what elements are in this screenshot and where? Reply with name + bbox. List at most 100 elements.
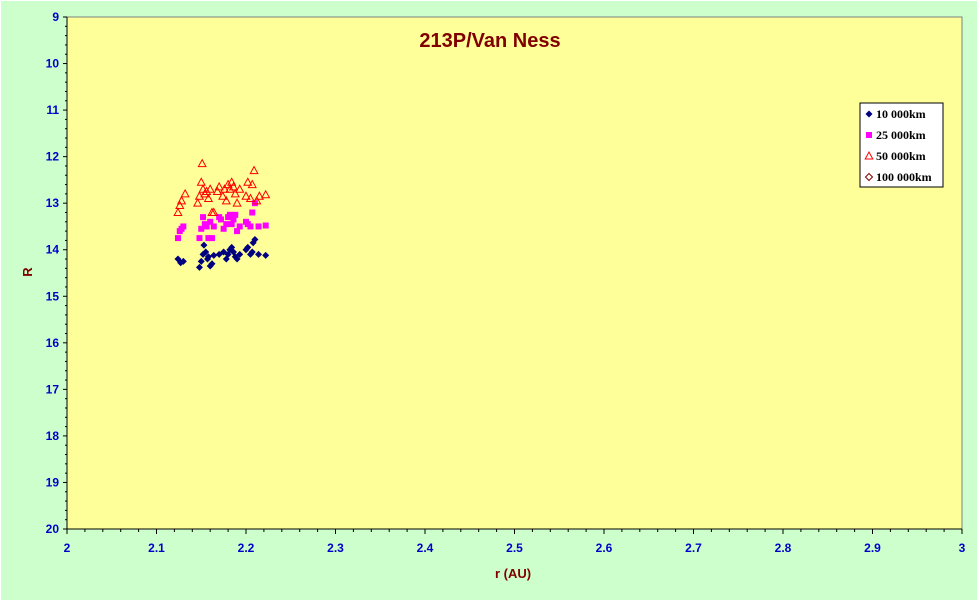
y-tick-label: 18 xyxy=(46,429,60,443)
data-point xyxy=(204,253,212,261)
x-tick-label: 2 xyxy=(64,541,71,555)
data-point xyxy=(219,184,230,193)
data-point xyxy=(241,191,251,200)
data-point xyxy=(232,198,242,207)
x-tick-label: 2.4 xyxy=(417,541,434,555)
y-tick-label: 10 xyxy=(46,57,60,71)
axes: 9 10 11 12 13 14 15 16 17 18 19 20 2 2.1 2.2 2.3 2.4 2.5 2… xyxy=(46,10,966,555)
data-point xyxy=(230,216,237,223)
data-point xyxy=(251,200,258,207)
data-point xyxy=(248,248,256,256)
x-tick-label: 2.3 xyxy=(327,541,344,555)
y-tick-label: 17 xyxy=(46,382,60,396)
x-tick-label: 2.5 xyxy=(506,541,523,555)
data-point xyxy=(180,188,190,198)
data-point xyxy=(208,260,216,268)
data-point xyxy=(249,209,256,216)
series-3 xyxy=(173,158,271,216)
data-point xyxy=(223,221,230,228)
data-point xyxy=(210,251,218,259)
y-tick-label: 15 xyxy=(46,289,60,303)
data-point xyxy=(225,184,235,193)
data-point xyxy=(228,181,239,191)
data-point xyxy=(245,193,256,203)
data-point xyxy=(232,211,239,218)
data-point xyxy=(196,177,206,186)
data-point xyxy=(262,251,270,259)
data-point xyxy=(261,189,271,199)
data-point xyxy=(236,250,244,258)
data-point xyxy=(202,248,210,256)
data-point xyxy=(180,223,187,230)
series-1 xyxy=(174,235,270,271)
data-point xyxy=(198,225,205,232)
data-point xyxy=(212,186,223,196)
y-tick-label: 12 xyxy=(46,150,60,164)
data-point xyxy=(254,191,265,200)
x-axis-label: r (AU) xyxy=(495,566,531,581)
legend-box xyxy=(859,102,944,188)
data-point xyxy=(207,218,214,225)
legend-marker xyxy=(865,110,873,118)
legend-label: 25 000km xyxy=(876,128,926,142)
y-tick-label: 14 xyxy=(46,243,60,257)
x-tick-label: 2.8 xyxy=(775,541,792,555)
y-tick-label: 19 xyxy=(46,475,60,489)
data-point xyxy=(214,181,224,191)
y-tick-label: 9 xyxy=(52,10,59,24)
data-point xyxy=(175,200,185,210)
data-point xyxy=(251,235,259,243)
legend-marker xyxy=(866,132,872,138)
legend-marker xyxy=(864,172,874,182)
data-point xyxy=(228,221,235,228)
y-tick-label: 20 xyxy=(46,522,60,536)
data-point xyxy=(203,193,214,203)
chart-title: 213P/Van Ness xyxy=(419,30,560,52)
legend-label: 50 000km xyxy=(876,149,926,163)
x-tick-label: 2.9 xyxy=(864,541,881,555)
data-point xyxy=(236,223,243,230)
data-point xyxy=(255,223,262,230)
data-point xyxy=(210,223,217,230)
data-point xyxy=(174,235,181,242)
legend-marker xyxy=(864,150,874,160)
y-tick-label: 13 xyxy=(46,196,60,210)
legend-label: 100 000km xyxy=(876,170,932,184)
y-tick-label: 16 xyxy=(46,336,60,350)
data-point xyxy=(200,214,207,221)
data-point xyxy=(262,222,269,229)
data-point xyxy=(230,188,240,198)
y-axis-label: R xyxy=(20,267,35,277)
data-point xyxy=(173,207,183,216)
data-point xyxy=(220,225,227,232)
data-marks xyxy=(173,158,271,271)
data-point xyxy=(208,235,215,242)
data-point xyxy=(234,228,241,235)
x-tick-label: 2.6 xyxy=(596,541,613,555)
data-point xyxy=(243,177,253,186)
data-point xyxy=(233,255,241,263)
data-point xyxy=(205,235,212,242)
data-point xyxy=(221,195,231,205)
data-point xyxy=(247,179,257,189)
data-point xyxy=(176,195,187,205)
data-point xyxy=(255,250,263,258)
data-point xyxy=(200,241,208,249)
data-point xyxy=(193,198,203,207)
data-point xyxy=(197,257,205,265)
data-point xyxy=(235,184,245,193)
data-point xyxy=(209,207,219,216)
x-tick-label: 2.2 xyxy=(238,541,255,555)
x-tick-label: 2.1 xyxy=(148,541,165,555)
data-point xyxy=(179,257,187,265)
data-point xyxy=(197,158,207,168)
data-point xyxy=(203,223,210,230)
data-point xyxy=(196,235,203,242)
series-2 xyxy=(174,200,269,242)
data-point xyxy=(205,184,215,193)
data-point xyxy=(218,191,228,200)
data-point xyxy=(226,211,233,218)
data-point xyxy=(252,195,262,205)
data-point xyxy=(217,216,224,223)
